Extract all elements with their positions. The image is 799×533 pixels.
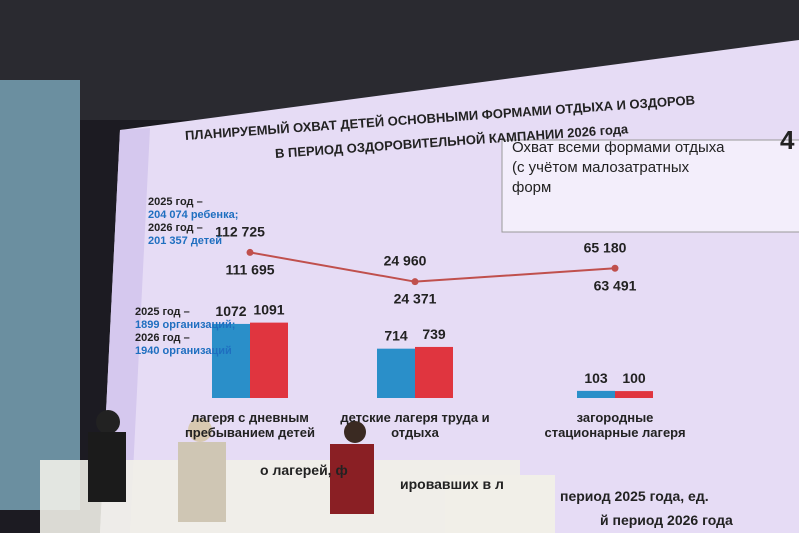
footer: о лагерей, ф [260, 462, 348, 478]
bar-label: 1091 [253, 302, 284, 318]
box-text: Охват всеми формами отдыха (с учётом мал… [512, 139, 725, 196]
speaker [330, 444, 374, 514]
bar [615, 391, 653, 398]
note-line: 2025 год – [135, 306, 190, 318]
speaker [88, 432, 126, 502]
bar-label: 739 [422, 326, 446, 342]
speaker [188, 418, 212, 442]
box-number: 4 [780, 125, 795, 155]
footer: ировавших в л [400, 476, 504, 492]
info-box [501, 139, 799, 233]
bar-label: 714 [384, 328, 408, 344]
line-label: 112 725 [215, 223, 265, 239]
footer: период 2025 года, ед. [560, 488, 709, 504]
note-line: 1899 организаций; [135, 319, 236, 331]
note-line: 201 357 детей [148, 235, 223, 247]
organizations-note: 2025 год –1899 организаций; 2026 год –194… [135, 306, 235, 358]
bar-label: 103 [584, 370, 608, 386]
bar [212, 323, 250, 398]
category-label: загородные стационарные лагеря [544, 410, 686, 440]
line-point [611, 264, 619, 272]
category-label: лагеря с дневным пребыванием детей [184, 410, 316, 440]
note-line: 1940 организаций [135, 345, 232, 357]
chair [445, 475, 555, 533]
bar-label: 1072 [215, 303, 246, 319]
children-note: 2025 год –204 074 ребенка; 2026 год –201 … [148, 196, 238, 248]
bar [250, 322, 288, 398]
line-label: 24 960 [384, 253, 427, 269]
bar-label: 100 [622, 370, 646, 386]
bar [377, 348, 415, 398]
line-point [411, 278, 419, 286]
footer: й период 2026 года [600, 512, 733, 528]
line-label: 24 371 [394, 291, 437, 307]
speaker [178, 442, 226, 522]
speaker [96, 410, 120, 434]
note-line: 204 074 ребенка; [148, 209, 239, 221]
speaker [344, 421, 366, 443]
line-label: 111 695 [225, 261, 274, 277]
note-line: 2025 год – [148, 196, 203, 208]
bar [577, 390, 615, 398]
side-banner [0, 80, 80, 510]
line-point [246, 248, 254, 256]
category-label: детские лагеря труда и отдыха [340, 410, 490, 440]
note-line: 2026 год – [135, 332, 190, 344]
bar [415, 346, 453, 398]
note-line: 2026 год – [148, 222, 203, 234]
line-label: 65 180 [584, 239, 627, 255]
line-label: 63 491 [594, 277, 637, 293]
